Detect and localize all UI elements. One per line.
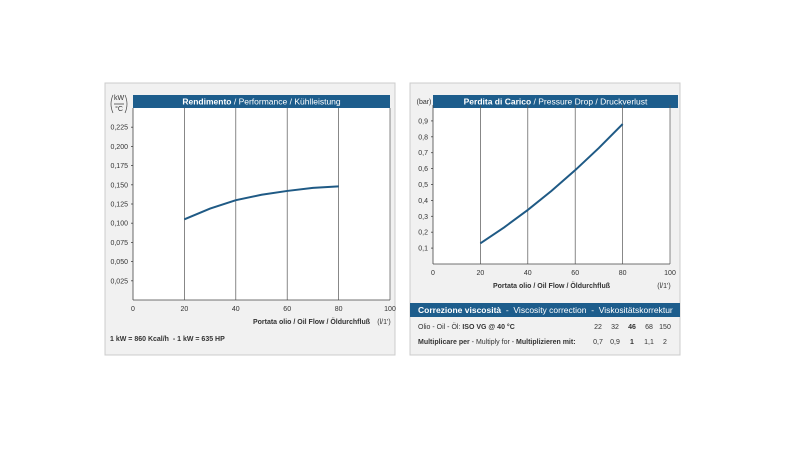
row-label: Multiplicare per - Multiply for - Multip… bbox=[418, 339, 576, 346]
title-bar bbox=[433, 95, 678, 108]
unit-bracket bbox=[110, 94, 128, 114]
chart-title: Perdita di Carico / Pressure Drop / Druc… bbox=[464, 97, 648, 107]
title-main: Perdita di Carico bbox=[464, 97, 532, 107]
y-unit: (bar) bbox=[417, 99, 432, 106]
table-cell: 22 bbox=[594, 324, 602, 331]
table-cell: 46 bbox=[628, 324, 636, 331]
plot-area bbox=[433, 105, 670, 264]
title-main: Rendimento bbox=[182, 97, 231, 107]
title-sub: / Performance / Kühlleistung bbox=[231, 97, 340, 107]
table-header bbox=[410, 303, 680, 317]
y-tick-label: 0,7 bbox=[418, 150, 428, 157]
table-cell: 32 bbox=[611, 324, 619, 331]
title-bar bbox=[133, 95, 390, 108]
y-tick-label: 0,050 bbox=[110, 259, 128, 266]
title-sub: / Pressure Drop / Druckverlust bbox=[531, 97, 648, 107]
y-unit: °C bbox=[115, 105, 123, 113]
y-tick-label: 0,100 bbox=[110, 221, 128, 228]
y-tick-label: 0,150 bbox=[110, 182, 128, 189]
table-cell: 1 bbox=[630, 339, 634, 346]
y-unit: kW bbox=[114, 95, 125, 102]
x-tick-label: 80 bbox=[619, 270, 627, 277]
y-tick-label: 0,4 bbox=[418, 198, 428, 205]
table-cell: 2 bbox=[663, 339, 667, 346]
row-label: Olio - Oil - Öl: ISO VG @ 40 °C bbox=[418, 323, 515, 331]
table-cell: 0,9 bbox=[610, 339, 620, 346]
x-axis-label: Portata olio / Oil Flow / Öldurchfluß bbox=[493, 281, 611, 290]
y-tick-label: 0,1 bbox=[418, 246, 428, 253]
chart: Rendimento / Performance / Kühlleistung 0… bbox=[110, 95, 396, 326]
label-part: Multiplicare per bbox=[418, 339, 470, 346]
x-axis-unit: (l/1') bbox=[657, 283, 670, 290]
x-tick-label: 0 bbox=[131, 306, 135, 313]
table-cell: 150 bbox=[659, 324, 671, 331]
x-tick-label: 20 bbox=[477, 270, 485, 277]
table-cell: 0,7 bbox=[593, 339, 603, 346]
x-tick-label: 80 bbox=[335, 306, 343, 313]
x-tick-label: 100 bbox=[384, 306, 396, 313]
y-tick-label: 0,2 bbox=[418, 230, 428, 237]
x-tick-label: 40 bbox=[524, 270, 532, 277]
y-tick-label: 0,175 bbox=[110, 163, 128, 170]
y-tick-label: 0,125 bbox=[110, 202, 128, 209]
y-tick-label: 0,5 bbox=[418, 182, 428, 189]
x-tick-label: 0 bbox=[431, 270, 435, 277]
table-cell: 1,1 bbox=[644, 339, 654, 346]
label-part: - Multiply for - bbox=[470, 339, 516, 346]
y-tick-label: 0,8 bbox=[418, 134, 428, 141]
x-axis-unit: (l/1') bbox=[377, 319, 390, 326]
note: 1 kW = 860 Kcal/h - 1 kW = 635 HP bbox=[110, 336, 225, 343]
y-tick-label: 0,6 bbox=[418, 166, 428, 173]
label-part: Multiplizieren mit: bbox=[516, 339, 576, 346]
x-tick-label: 40 bbox=[232, 306, 240, 313]
x-tick-label: 60 bbox=[283, 306, 291, 313]
y-tick-label: 0,3 bbox=[418, 214, 428, 221]
y-tick-label: 0,9 bbox=[418, 118, 428, 125]
table-title: Correzione viscosità - Viscosity correct… bbox=[418, 305, 673, 315]
x-tick-label: 100 bbox=[664, 270, 676, 277]
x-tick-label: 60 bbox=[571, 270, 579, 277]
table-title-main: Correzione viscosità bbox=[418, 305, 501, 315]
y-tick-label: 0,200 bbox=[110, 144, 128, 151]
plot-area bbox=[133, 108, 390, 300]
chart-title: Rendimento / Performance / Kühlleistung bbox=[182, 97, 341, 107]
y-tick-label: 0,075 bbox=[110, 240, 128, 247]
data-line bbox=[184, 185, 339, 221]
y-tick-label: 0,025 bbox=[110, 278, 128, 285]
table-title-sub: - Viscosity correction - Viskositätskorr… bbox=[501, 305, 673, 315]
x-axis-label: Portata olio / Oil Flow / Öldurchfluß bbox=[253, 317, 371, 326]
label-part: ISO VG @ 40 °C bbox=[462, 323, 514, 331]
label-part: Olio - Oil - Öl: bbox=[418, 323, 462, 331]
table-cell: 68 bbox=[645, 324, 653, 331]
y-tick-label: 0,225 bbox=[110, 125, 128, 132]
data-line bbox=[479, 123, 624, 245]
chart: Perdita di Carico / Pressure Drop / Druc… bbox=[418, 95, 678, 290]
x-tick-label: 20 bbox=[181, 306, 189, 313]
